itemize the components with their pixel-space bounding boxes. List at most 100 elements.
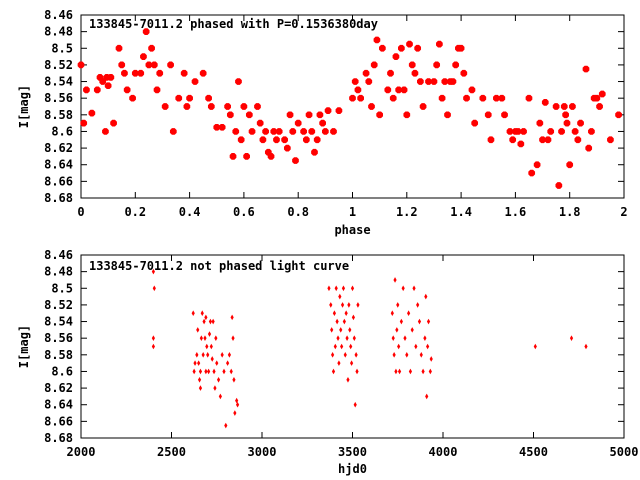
data-point [444,111,451,119]
data-point [393,277,397,283]
data-point [196,327,200,333]
data-point [300,128,307,135]
data-point [544,136,552,144]
data-point [161,103,169,110]
data-point [152,285,156,292]
data-point [281,136,288,144]
data-point [77,61,85,69]
data-point [394,368,398,375]
data-point [267,153,275,160]
data-point [214,335,218,341]
data-point [327,285,331,292]
y-tick-label: 8.52 [44,58,73,72]
data-point [414,44,422,52]
data-point [229,368,233,375]
data-point [226,360,230,366]
data-point [593,94,601,102]
data-point [396,302,400,308]
data-point [330,128,337,135]
data-point [362,69,370,77]
data-point [121,69,128,77]
data-point [218,393,222,400]
data-point [541,98,549,106]
data-point [198,385,203,391]
data-point [351,78,359,85]
data-point [88,109,96,117]
data-point [349,94,356,102]
data-point [421,368,425,375]
data-point [203,335,207,341]
data-point [352,335,356,341]
data-point [235,401,240,408]
data-point [232,128,240,135]
data-point [199,69,207,77]
data-point [340,302,345,308]
data-point [340,343,344,350]
data-point [460,69,468,77]
data-point [235,78,242,85]
data-point [245,111,253,119]
data-point [311,148,318,156]
data-point [180,69,188,77]
data-point [226,111,234,119]
data-point [571,128,579,135]
data-point [131,69,139,77]
data-point [412,285,416,292]
plot-title: 133845-7011.2 not phased light curve [89,259,349,273]
y-tick-label: 8.6 [51,124,73,138]
data-point [209,343,213,350]
data-point [425,78,432,85]
data-point [240,103,248,110]
y-tick-label: 8.62 [44,141,73,155]
data-point [353,401,357,408]
y-tick-label: 8.52 [44,298,73,312]
data-point [407,310,411,317]
x-axis-label: hjd0 [338,462,367,476]
x-tick-label: 5000 [610,445,639,459]
data-point [403,335,407,341]
data-point [501,111,508,119]
data-point [332,310,336,317]
data-point [430,78,438,85]
y-axis-label: I[mag] [17,325,31,368]
data-point [449,78,457,85]
y-tick-label: 8.68 [44,191,73,205]
data-point [156,69,164,77]
y-tick-label: 8.66 [44,174,73,188]
data-point [345,335,349,341]
data-point [408,368,413,375]
data-point [566,161,574,169]
y-tick-label: 8.46 [44,8,73,22]
y-tick-label: 8.66 [44,414,73,428]
data-point [150,61,158,69]
data-point [354,86,362,94]
data-point [210,356,214,362]
data-point [350,285,355,292]
data-point [615,111,622,119]
data-point [348,327,352,333]
data-point [438,94,446,102]
data-point [368,103,375,110]
data-point [230,314,234,321]
data-point [552,103,560,110]
data-point [351,314,356,321]
data-point [336,335,340,341]
data-point [259,136,267,144]
data-point [231,335,235,341]
data-point [370,61,378,69]
data-point [224,103,231,110]
data-point [484,111,492,119]
data-point [233,410,237,416]
data-point [102,128,109,135]
data-point [197,376,202,383]
data-point [607,136,614,144]
data-point [342,318,346,325]
data-point [398,44,405,52]
data-point [283,144,291,152]
data-point [107,74,115,81]
data-point [562,111,569,119]
data-point [423,335,427,341]
data-point [270,128,278,135]
data-point [509,136,517,144]
data-point [191,78,199,85]
